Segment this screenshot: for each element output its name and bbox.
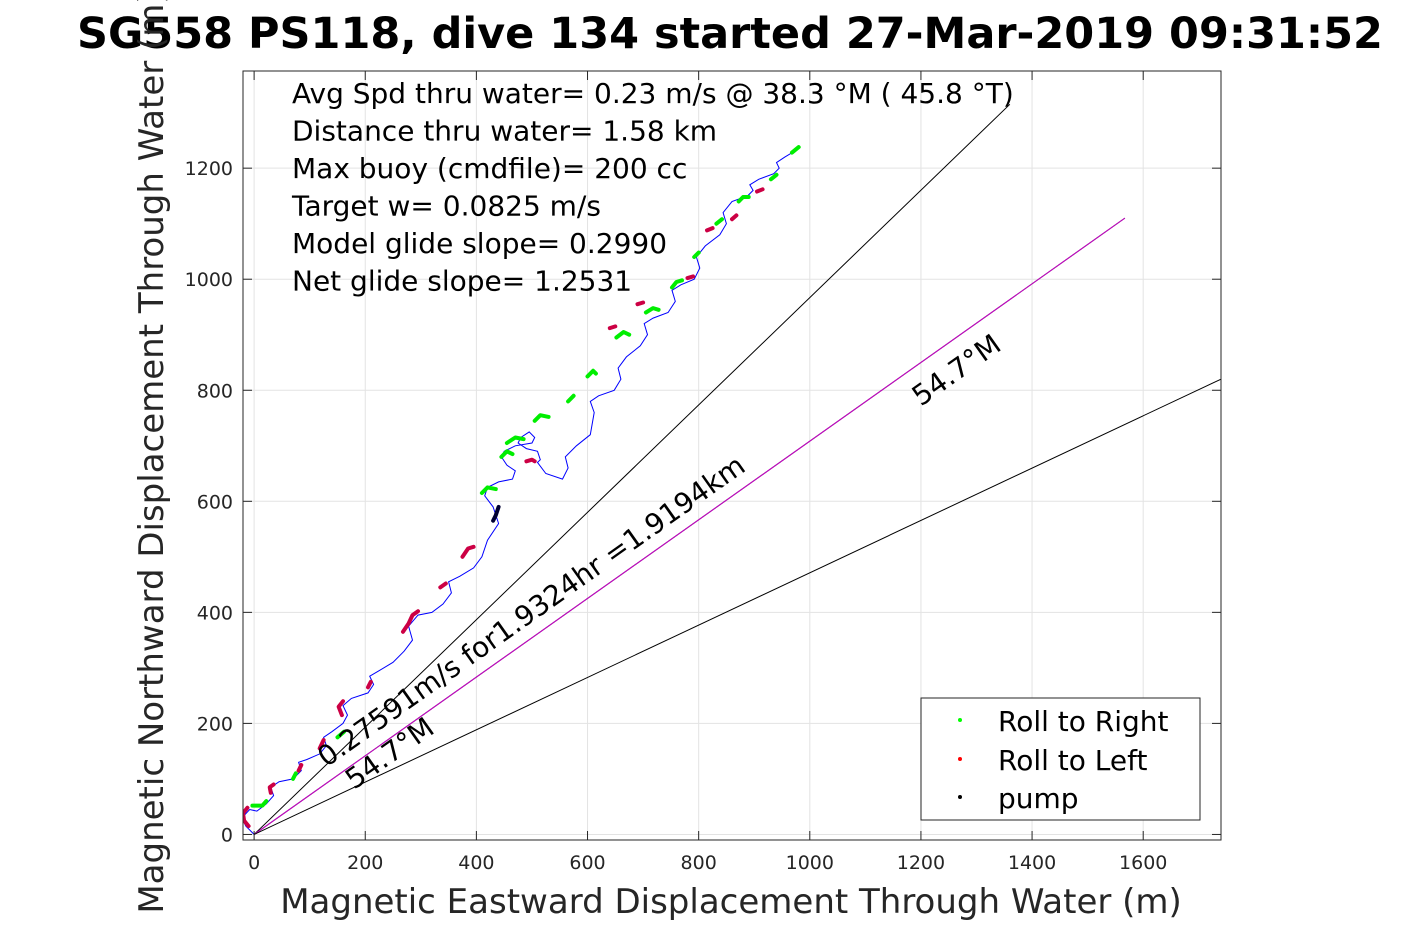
roll-right-segment-16 — [790, 145, 801, 155]
info-line-1: Distance thru water= 1.58 km — [292, 115, 717, 148]
legend: Roll to Right Roll to Left pump — [920, 697, 1201, 821]
y-tick-label: 400 — [197, 602, 233, 624]
roll-left-segment-9 — [524, 457, 537, 464]
x-tick-label: 400 — [458, 852, 494, 874]
x-tick-label: 1400 — [1008, 852, 1056, 874]
y-tick-label: 0 — [221, 824, 233, 846]
legend-box — [920, 697, 1201, 821]
reference-lines — [253, 103, 1221, 835]
pump-segment-0 — [491, 504, 501, 523]
roll-right-segment-9 — [614, 330, 632, 340]
roll-right-segment-4 — [499, 449, 515, 459]
roll-left-segment-3 — [317, 738, 326, 751]
x-tick-label: 600 — [569, 852, 605, 874]
roll-right-segment-3 — [479, 485, 498, 495]
chart-title: SG558 PS118, dive 134 started 27-Mar-201… — [77, 9, 1383, 59]
info-line-3: Target w= 0.0825 m/s — [291, 190, 601, 223]
y-tick-label: 1000 — [185, 269, 233, 291]
roll-left-segment-12 — [685, 274, 696, 281]
legend-entry-pump: pump — [998, 782, 1079, 815]
roll-right-segment-12 — [692, 250, 701, 259]
roll-left-segment-11 — [635, 300, 646, 307]
y-axis-label: Magnetic Northward Displacement Through … — [132, 0, 172, 914]
info-line-4: Model glide slope= 0.2990 — [292, 227, 667, 260]
roll-left-segment-2 — [296, 763, 304, 773]
axes-frame — [242, 70, 1222, 841]
roll-right-segment-15 — [768, 172, 779, 182]
roll-left-segment-14 — [730, 213, 739, 222]
legend-marker-roll-right — [958, 718, 962, 722]
roll-right-segment-0 — [250, 799, 269, 808]
legend-marker-pump — [958, 795, 962, 799]
reference-line-0 — [253, 103, 1011, 835]
axis-ticks: 0 200 400 600 800 1000 1200 1400 1600 0 200 400 600 8… — [185, 71, 1221, 874]
x-tick-label: 200 — [347, 852, 383, 874]
info-line-5: Net glide slope= 1.2531 — [292, 265, 632, 298]
y-tick-label: 600 — [197, 491, 233, 513]
legend-marker-roll-left — [958, 757, 962, 761]
roll-right-segment-6 — [532, 413, 551, 423]
x-tick-label: 0 — [248, 852, 260, 874]
track-line — [243, 145, 800, 835]
roll-left-segment-1 — [267, 782, 276, 795]
plot-area: Avg Spd thru water= 0.23 m/s @ 38.3 °M (… — [185, 70, 1222, 874]
roll-right-segment-13 — [714, 217, 724, 226]
x-axis-label: Magnetic Eastward Displacement Through W… — [280, 882, 1182, 922]
roll-left-segment-13 — [705, 226, 715, 233]
legend-entry-roll-right: Roll to Right — [998, 705, 1169, 738]
roll-left-segment-4 — [336, 699, 345, 718]
roll-right-segment-2 — [335, 729, 347, 740]
roll-right-segment-14 — [736, 195, 751, 204]
roll-right-segment-8 — [585, 368, 598, 379]
info-line-0: Avg Spd thru water= 0.23 m/s @ 38.3 °M (… — [292, 77, 1014, 110]
x-tick-label: 1200 — [897, 852, 945, 874]
roll-left-segment-15 — [755, 187, 765, 194]
roll-right-segment-5 — [504, 435, 526, 445]
info-line-2: Max buoy (cmdfile)= 200 cc — [292, 152, 687, 185]
roll-left-segment-10 — [607, 324, 618, 331]
glider-track — [243, 145, 801, 835]
roll-left-segment-0 — [243, 805, 251, 829]
roll-right-segment-11 — [670, 278, 684, 290]
legend-entry-roll-left: Roll to Left — [998, 744, 1147, 777]
roll-right-segment-10 — [643, 306, 661, 315]
reference-line-2 — [253, 217, 1126, 835]
x-tick-label: 800 — [681, 852, 717, 874]
roll-right-segment-1 — [291, 771, 298, 781]
roll-left-segment-8 — [460, 544, 476, 559]
roll-left-segment-5 — [366, 679, 373, 690]
roll-left-segment-7 — [438, 581, 448, 590]
reference-line-3 — [253, 378, 1221, 835]
x-tick-label: 1000 — [786, 852, 834, 874]
y-tick-label: 1200 — [185, 158, 233, 180]
roll-left-segment-6 — [401, 609, 420, 634]
roll-right-segment-7 — [566, 393, 576, 404]
dive-summary-text: Avg Spd thru water= 0.23 m/s @ 38.3 °M (… — [291, 77, 1014, 298]
x-tick-label: 1600 — [1119, 852, 1167, 874]
y-tick-label: 200 — [197, 713, 233, 735]
y-tick-label: 800 — [197, 380, 233, 402]
